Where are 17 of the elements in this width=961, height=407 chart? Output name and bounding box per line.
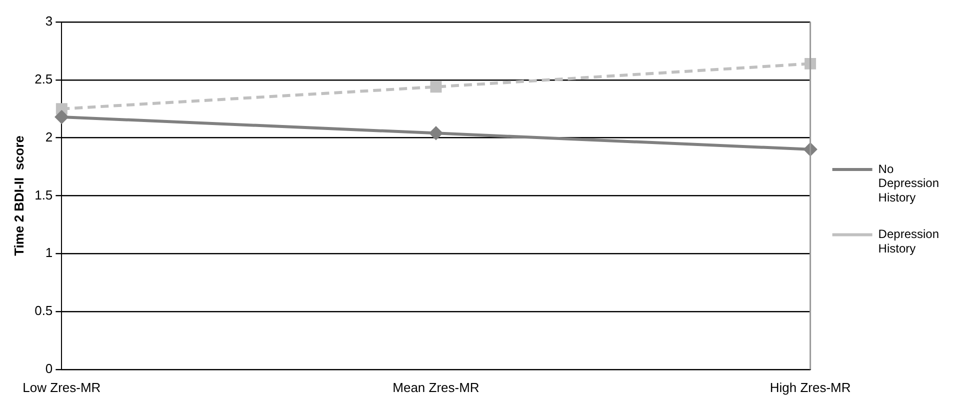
x-tick-label: Low Zres-MR (22, 380, 101, 395)
y-tick-label: 2 (45, 129, 53, 144)
legend-label: No Depression History (878, 162, 940, 205)
point (430, 81, 442, 93)
legend-label: Depression History (878, 227, 940, 256)
y-tick-label: 3 (45, 14, 53, 29)
y-tick-label: 0.5 (34, 303, 53, 318)
y-axis-title: Time 2 BDI-II score (11, 135, 26, 256)
y-tick-label: 1 (45, 245, 53, 260)
x-tick-label: Mean Zres-MR (392, 380, 480, 395)
point (804, 58, 816, 70)
y-tick-label: 0 (45, 360, 53, 376)
point (55, 110, 68, 124)
y-tick-label: 2.5 (34, 71, 53, 86)
y-tick-label: 1.5 (34, 187, 53, 202)
point (429, 126, 442, 140)
x-tick-label: High Zres-MR (770, 380, 851, 395)
